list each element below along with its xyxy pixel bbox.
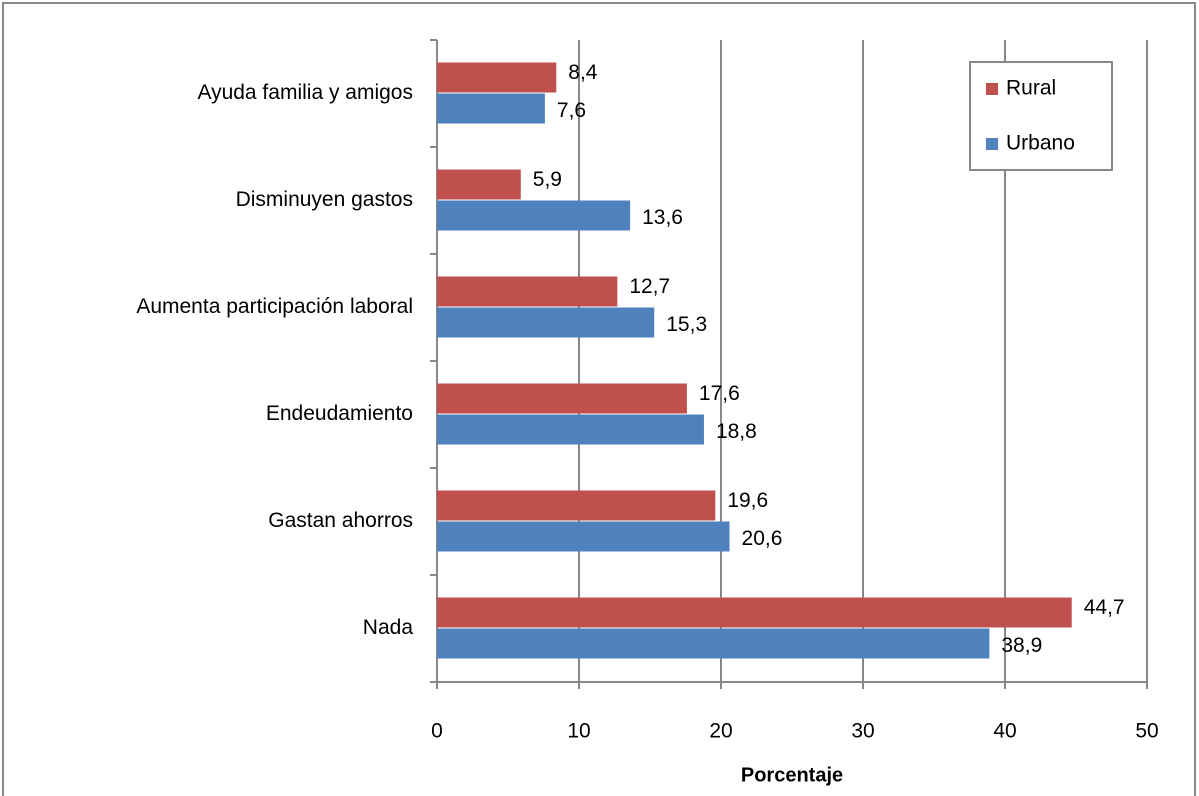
data-label: 19,6 [727, 489, 768, 512]
y-tick-label: Ayuda familia y amigos [197, 81, 413, 104]
legend-swatch [986, 83, 998, 95]
bar [437, 93, 545, 124]
bar [437, 383, 687, 414]
data-label: 13,6 [642, 206, 683, 229]
y-tick-label: Gastan ahorros [268, 509, 413, 532]
y-tick-label: Disminuyen gastos [236, 188, 413, 211]
x-tick-label: 40 [993, 720, 1016, 743]
bar [437, 276, 618, 307]
x-tick-label: 20 [709, 720, 732, 743]
legend-box [969, 61, 1113, 171]
y-tick-label: Endeudamiento [266, 402, 413, 425]
bar [437, 521, 730, 552]
data-label: 8,4 [568, 61, 598, 84]
data-label: 44,7 [1084, 596, 1125, 619]
bar [437, 200, 631, 231]
data-label: 7,6 [557, 99, 586, 122]
legend-label: Urbano [1006, 132, 1075, 155]
bar [437, 628, 990, 659]
legend-swatch [986, 138, 998, 150]
data-label: 18,8 [716, 420, 757, 443]
bar [437, 62, 557, 93]
y-tick-label: Nada [363, 616, 414, 639]
data-label: 17,6 [699, 382, 740, 405]
data-label: 38,9 [1001, 634, 1042, 657]
x-tick-label: 50 [1135, 720, 1158, 743]
data-label: 12,7 [629, 275, 670, 298]
x-tick-label: 30 [851, 720, 874, 743]
bar [437, 490, 716, 521]
x-tick-label: 0 [431, 720, 443, 743]
y-tick-label: Aumenta participación laboral [136, 295, 413, 318]
bar [437, 597, 1072, 628]
bar [437, 307, 655, 338]
legend-label: Rural [1006, 77, 1056, 100]
bar [437, 414, 704, 445]
data-label: 15,3 [666, 313, 707, 336]
x-axis-title: Porcentaje [741, 764, 843, 786]
data-label: 20,6 [742, 527, 783, 550]
x-tick-label: 10 [567, 720, 590, 743]
bar [437, 169, 521, 200]
data-label: 5,9 [533, 168, 562, 191]
